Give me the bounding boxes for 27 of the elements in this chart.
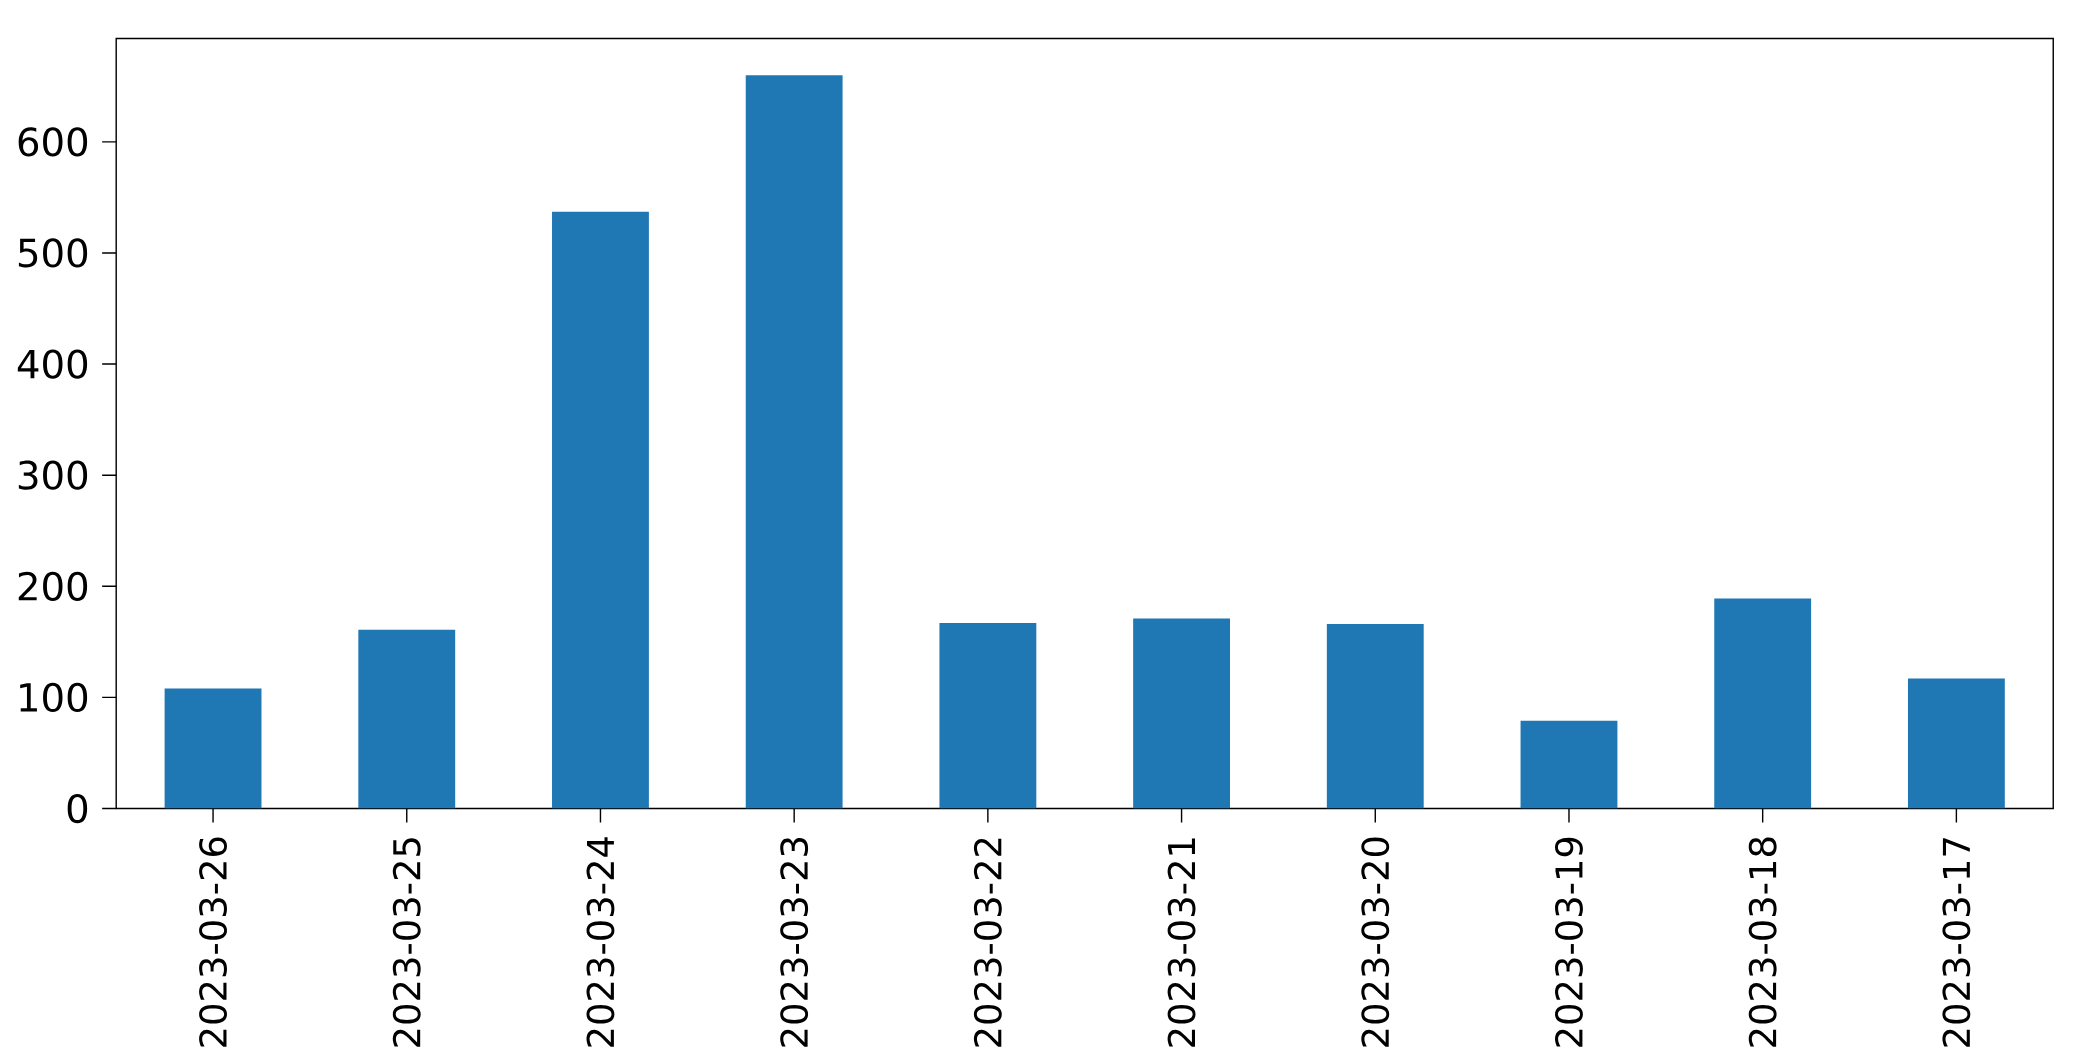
y-tick-label: 400 (17, 349, 88, 379)
bar (358, 629, 456, 809)
x-tick-label: 2023-03-17 (1942, 838, 1971, 1047)
x-tick-label: 2023-03-19 (1555, 837, 1583, 1047)
bar (745, 75, 843, 809)
x-tick-label: 2023-03-24 (586, 837, 615, 1047)
bar (552, 211, 649, 809)
bar (1907, 678, 2005, 809)
y-tick-label: 500 (18, 238, 88, 268)
x-tick-label: 2023-03-22 (973, 838, 1002, 1047)
y-tick-label: 600 (18, 127, 88, 157)
bar (1520, 720, 1618, 809)
y-tick-label: 300 (18, 460, 88, 490)
x-tick-label: 2023-03-23 (780, 838, 809, 1047)
bar (939, 622, 1037, 809)
y-tick-label: 100 (20, 682, 88, 713)
y-tick-label: 200 (18, 571, 88, 601)
x-tick-label: 2023-03-20 (1361, 837, 1390, 1047)
x-tick-label: 2023-03-18 (1748, 837, 1777, 1047)
bar (1133, 618, 1230, 809)
bar (1326, 624, 1424, 809)
bar (164, 688, 262, 809)
y-tick-label: 0 (67, 793, 88, 824)
x-tick-label: 2023-03-26 (199, 837, 227, 1047)
x-tick-label: 2023-03-25 (392, 838, 421, 1047)
x-tick-label: 2023-03-21 (1167, 838, 1196, 1047)
bar (1714, 598, 1812, 809)
